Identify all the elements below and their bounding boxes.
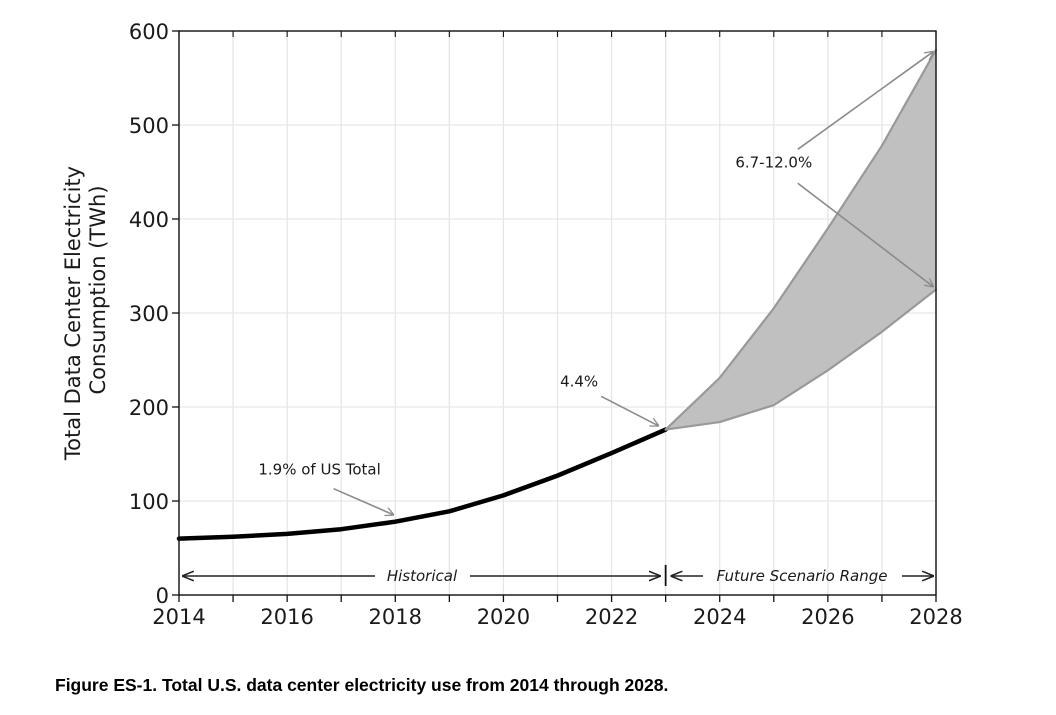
annotation-arrow-0-0 — [333, 487, 394, 515]
x-tick-label-2020: 2020 — [477, 605, 530, 629]
region-label-historical: Historical — [387, 567, 458, 585]
series-lines — [176, 48, 938, 541]
x-tick-label-2022: 2022 — [585, 605, 638, 629]
region-label-future: Future Scenario Range — [717, 567, 888, 585]
annotation-label-2: 6.7-12.0% — [735, 153, 812, 171]
y-tick-label-600: 600 — [129, 20, 169, 44]
axes — [172, 30, 937, 602]
series-line-future-scenario-high — [664, 48, 938, 431]
y-tick-label-200: 200 — [129, 396, 169, 420]
y-axis-label: Total Data Center Electricity Consumptio… — [61, 166, 110, 461]
y-tick-label-500: 500 — [129, 114, 169, 138]
tick-labels: 2014 2016 2018 2020 2022 2024 2026 2028 0 100 200 3… — [129, 20, 963, 629]
annotation-label-0: 1.9% of US Total — [258, 461, 380, 479]
x-tick-label-2024: 2024 — [693, 605, 746, 629]
x-tick-label-2014: 2014 — [152, 605, 205, 629]
y-tick-label-100: 100 — [129, 490, 169, 514]
y-tick-label-400: 400 — [129, 208, 169, 232]
annotations: 1.9% of US Total 4.4% 6.7-12.0% — [258, 52, 933, 515]
y-tick-label-0: 0 — [156, 584, 169, 608]
y-tick-label-300: 300 — [129, 302, 169, 326]
region-labels: Historical Future Scenario Range — [183, 565, 933, 586]
series-line-historical — [176, 427, 668, 541]
x-tick-label-2018: 2018 — [369, 605, 422, 629]
annotation-arrow-2-1 — [797, 182, 933, 286]
scenario-range-fill — [665, 49, 936, 430]
x-tick-label-2026: 2026 — [801, 605, 854, 629]
x-tick-label-2016: 2016 — [260, 605, 313, 629]
y-axis-label-line-1: Total Data Center Electricity — [61, 166, 85, 461]
annotation-arrow-1-0 — [600, 395, 658, 425]
annotation-arrow-2-0 — [797, 52, 933, 150]
x-tick-label-2028: 2028 — [909, 605, 962, 629]
series-line-future-scenario-low — [664, 288, 938, 431]
figure-caption: Figure ES-1. Total U.S. data center elec… — [55, 675, 669, 695]
scenario-range-fill-layer — [665, 49, 936, 430]
annotation-label-1: 4.4% — [560, 372, 598, 390]
y-axis-label-line-2: Consumption (TWh) — [86, 185, 110, 394]
